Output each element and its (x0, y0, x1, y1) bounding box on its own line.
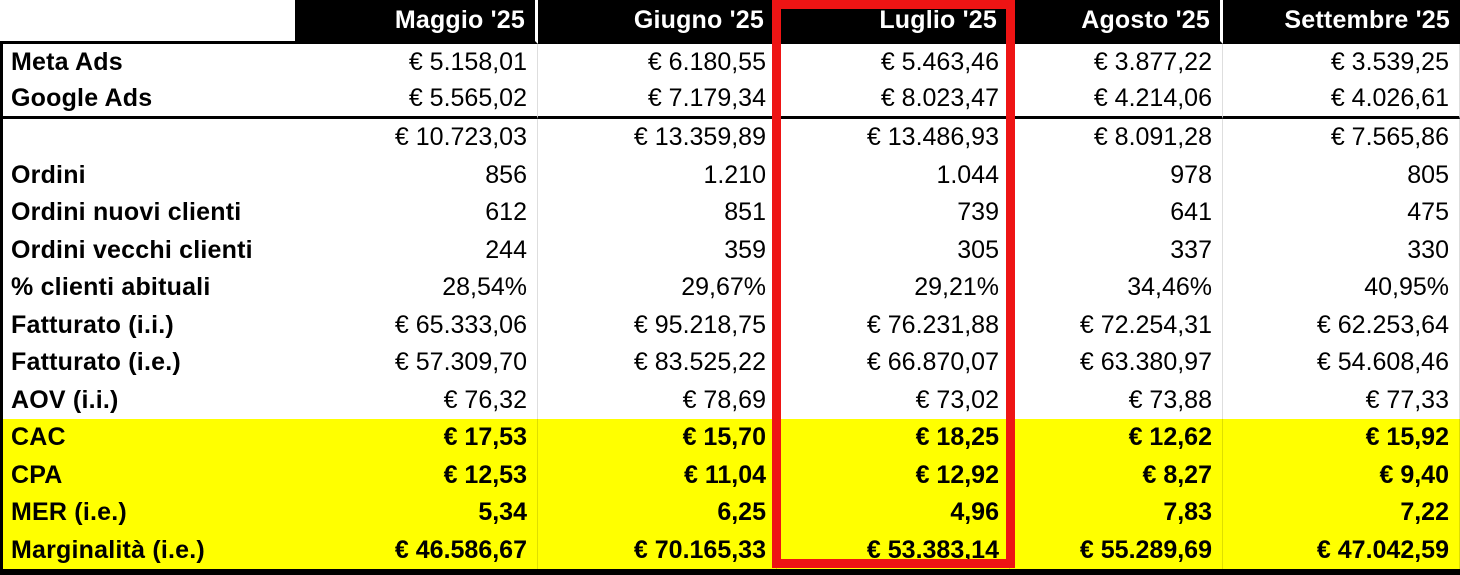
data-cell[interactable]: € 54.608,46 (1223, 344, 1460, 382)
data-cell[interactable]: € 5.158,01 (295, 44, 538, 82)
data-cell[interactable]: € 4.026,61 (1223, 81, 1460, 119)
data-cell[interactable]: € 8.091,28 (1010, 119, 1223, 157)
data-cell[interactable]: 29,67% (538, 269, 777, 307)
data-cell[interactable]: € 53.383,14 (777, 531, 1010, 569)
data-cell[interactable]: € 11,04 (538, 456, 777, 494)
data-cell[interactable]: 851 (538, 194, 777, 232)
row-label[interactable]: CAC (0, 419, 295, 457)
data-cell[interactable]: 28,54% (295, 269, 538, 307)
data-cell[interactable]: € 10.723,03 (295, 119, 538, 157)
row-label[interactable]: Fatturato (i.e.) (0, 344, 295, 382)
table-bottom-border (0, 569, 1460, 575)
data-cell[interactable]: 1.210 (538, 156, 777, 194)
data-cell[interactable]: € 65.333,06 (295, 306, 538, 344)
data-cell[interactable]: € 57.309,70 (295, 344, 538, 382)
column-header[interactable]: Giugno '25 (538, 0, 777, 44)
data-cell[interactable]: 978 (1010, 156, 1223, 194)
data-cell[interactable]: € 3.539,25 (1223, 44, 1460, 82)
data-cell[interactable]: € 12,62 (1010, 419, 1223, 457)
data-cell[interactable]: € 5.463,46 (777, 44, 1010, 82)
data-cell[interactable]: € 18,25 (777, 419, 1010, 457)
data-cell[interactable]: 6,25 (538, 494, 777, 532)
data-cell[interactable]: € 66.870,07 (777, 344, 1010, 382)
data-cell[interactable]: € 3.877,22 (1010, 44, 1223, 82)
data-cell[interactable]: € 6.180,55 (538, 44, 777, 82)
data-cell[interactable]: 612 (295, 194, 538, 232)
data-cell[interactable]: € 76.231,88 (777, 306, 1010, 344)
data-cell[interactable]: € 15,92 (1223, 419, 1460, 457)
data-cell[interactable]: 305 (777, 231, 1010, 269)
data-cell[interactable]: € 5.565,02 (295, 81, 538, 119)
data-cell[interactable]: € 8.023,47 (777, 81, 1010, 119)
data-cell[interactable]: € 9,40 (1223, 456, 1460, 494)
data-cell[interactable]: 330 (1223, 231, 1460, 269)
row-label[interactable]: CPA (0, 456, 295, 494)
data-cell[interactable]: € 72.254,31 (1010, 306, 1223, 344)
data-cell[interactable]: 34,46% (1010, 269, 1223, 307)
row-label[interactable]: Ordini vecchi clienti (0, 231, 295, 269)
data-cell[interactable]: 739 (777, 194, 1010, 232)
data-cell[interactable]: € 70.165,33 (538, 531, 777, 569)
data-cell[interactable]: € 46.586,67 (295, 531, 538, 569)
row-label[interactable]: AOV (i.i.) (0, 381, 295, 419)
data-cell[interactable]: € 62.253,64 (1223, 306, 1460, 344)
data-cell[interactable]: € 78,69 (538, 381, 777, 419)
data-cell[interactable]: 4,96 (777, 494, 1010, 532)
corner-cell (0, 0, 295, 44)
column-header[interactable]: Agosto '25 (1010, 0, 1223, 44)
data-cell[interactable]: € 83.525,22 (538, 344, 777, 382)
data-cell[interactable]: € 47.042,59 (1223, 531, 1460, 569)
data-cell[interactable]: € 76,32 (295, 381, 538, 419)
data-cell[interactable]: 856 (295, 156, 538, 194)
row-label[interactable]: % clienti abituali (0, 269, 295, 307)
data-cell[interactable]: 7,83 (1010, 494, 1223, 532)
data-cell[interactable]: € 4.214,06 (1010, 81, 1223, 119)
data-cell[interactable]: € 7.179,34 (538, 81, 777, 119)
data-cell[interactable]: 641 (1010, 194, 1223, 232)
data-cell[interactable]: € 63.380,97 (1010, 344, 1223, 382)
data-cell[interactable]: € 12,53 (295, 456, 538, 494)
data-cell[interactable]: 29,21% (777, 269, 1010, 307)
data-cell[interactable]: 359 (538, 231, 777, 269)
row-label[interactable]: Google Ads (0, 81, 295, 119)
column-header[interactable]: Maggio '25 (295, 0, 538, 44)
row-label[interactable]: Meta Ads (0, 44, 295, 82)
data-cell[interactable]: € 12,92 (777, 456, 1010, 494)
data-cell[interactable]: 337 (1010, 231, 1223, 269)
row-label[interactable]: Fatturato (i.i.) (0, 306, 295, 344)
row-label[interactable]: MER (i.e.) (0, 494, 295, 532)
data-cell[interactable]: € 7.565,86 (1223, 119, 1460, 157)
row-label[interactable]: Ordini nuovi clienti (0, 194, 295, 232)
data-cell[interactable]: 805 (1223, 156, 1460, 194)
data-cell[interactable]: 244 (295, 231, 538, 269)
column-header[interactable]: Settembre '25 (1223, 0, 1460, 44)
column-header[interactable]: Luglio '25 (777, 0, 1010, 44)
data-cell[interactable]: € 77,33 (1223, 381, 1460, 419)
row-label[interactable] (0, 119, 295, 157)
data-cell[interactable]: 7,22 (1223, 494, 1460, 532)
data-cell[interactable]: € 17,53 (295, 419, 538, 457)
data-cell[interactable]: € 13.359,89 (538, 119, 777, 157)
data-cell[interactable]: € 13.486,93 (777, 119, 1010, 157)
data-cell[interactable]: € 95.218,75 (538, 306, 777, 344)
data-cell[interactable]: 475 (1223, 194, 1460, 232)
data-cell[interactable]: € 15,70 (538, 419, 777, 457)
data-cell[interactable]: 5,34 (295, 494, 538, 532)
data-cell[interactable]: € 55.289,69 (1010, 531, 1223, 569)
data-cell[interactable]: € 8,27 (1010, 456, 1223, 494)
data-cell[interactable]: € 73,88 (1010, 381, 1223, 419)
row-label[interactable]: Marginalità (i.e.) (0, 531, 295, 569)
data-cell[interactable]: € 73,02 (777, 381, 1010, 419)
data-cell[interactable]: 40,95% (1223, 269, 1460, 307)
row-label[interactable]: Ordini (0, 156, 295, 194)
data-cell[interactable]: 1.044 (777, 156, 1010, 194)
